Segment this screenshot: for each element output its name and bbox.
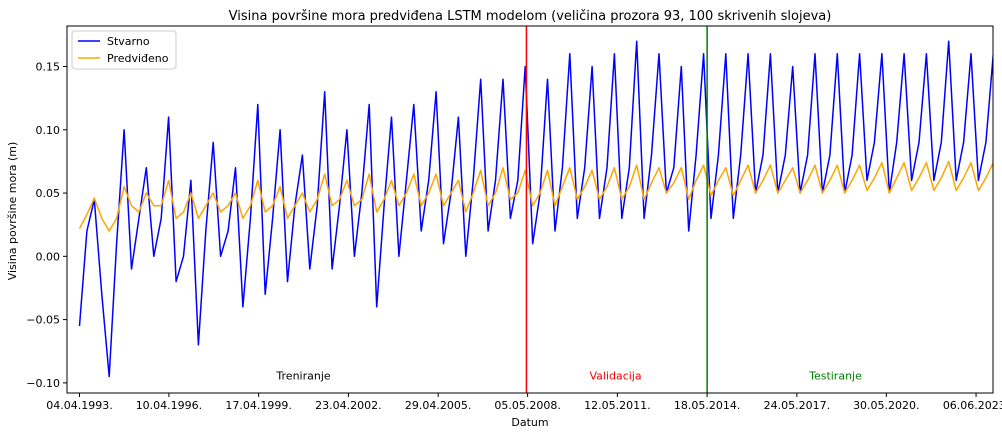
- y-tick-label: −0.05: [26, 314, 60, 327]
- x-tick-label: 29.04.2005.: [405, 399, 471, 412]
- y-tick-label: 0.00: [36, 250, 61, 263]
- chart-title: Visina površine mora predviđena LSTM mod…: [229, 9, 832, 24]
- x-axis-label: Datum: [511, 416, 548, 429]
- annotation-label: Validacija: [590, 369, 642, 382]
- series-line-predvideno: [78, 160, 993, 232]
- x-tick-label: 23.04.2002.: [315, 399, 381, 412]
- series-line-stvarno: [78, 40, 993, 378]
- x-tick-label: 30.05.2020.: [853, 399, 919, 412]
- annotation-label: Testiranje: [808, 369, 862, 382]
- x-tick-label: 10.04.1996.: [136, 399, 202, 412]
- x-tick-label: 05.05.2008.: [494, 399, 560, 412]
- x-tick-label: 04.04.1993.: [46, 399, 112, 412]
- plot-frame: [66, 25, 994, 394]
- legend-entry: Predviđeno: [107, 52, 169, 65]
- x-tick-label: 06.06.2023.: [943, 399, 1002, 412]
- legend: Stvarno Predviđeno: [71, 30, 177, 70]
- axes: −0.10 −0.05 0.00 0.05 0.10 0.15 04.04.1993. 10.…: [26, 25, 1002, 412]
- x-tick-label: 17.04.1999.: [225, 399, 291, 412]
- y-tick-label: 0.15: [36, 60, 61, 73]
- y-axis-label: Visina površine mora (m): [6, 142, 19, 281]
- x-tick-label: 12.05.2011.: [584, 399, 650, 412]
- x-tick-label: 24.05.2017.: [764, 399, 830, 412]
- y-tick-label: −0.10: [26, 377, 60, 390]
- annotation-label: Treniranje: [275, 369, 330, 382]
- y-tick-label: 0.05: [36, 187, 61, 200]
- legend-entry: Stvarno: [107, 35, 150, 48]
- plot-area: Treniranje Validacija Testiranje: [78, 26, 993, 393]
- x-tick-label: 18.05.2014.: [674, 399, 740, 412]
- y-tick-label: 0.10: [36, 124, 61, 137]
